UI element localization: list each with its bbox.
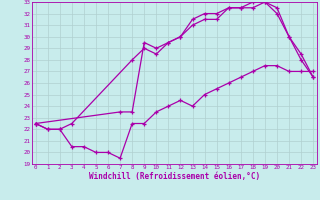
X-axis label: Windchill (Refroidissement éolien,°C): Windchill (Refroidissement éolien,°C) xyxy=(89,172,260,181)
